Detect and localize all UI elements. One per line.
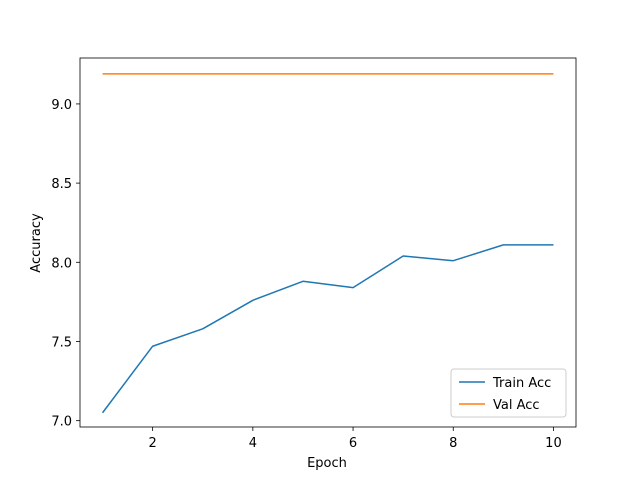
x-tick-label: 4: [249, 436, 257, 451]
y-tick-label: 9.0: [51, 98, 72, 113]
y-tick-label: 8.5: [51, 177, 72, 192]
axis-ticks: 2 4 6 8 10 7.0 7.5 8.0 8.5 9.0: [51, 98, 561, 451]
x-tick-label: 10: [545, 436, 562, 451]
plot-area: [79, 57, 577, 428]
legend-label-1: Train Acc: [492, 376, 551, 391]
series-line-1: [101, 244, 554, 414]
legend: Train Acc Val Acc: [450, 368, 567, 418]
x-tick-label: 8: [449, 436, 457, 451]
x-tick-label: 2: [149, 436, 157, 451]
axes-frame: [79, 57, 577, 428]
y-tick-label: 7.0: [51, 415, 72, 430]
legend-label-2: Val Acc: [493, 398, 540, 413]
x-axis-label: Epoch: [307, 456, 347, 471]
y-axis-label: Accuracy: [29, 213, 44, 273]
x-tick-label: 6: [349, 436, 357, 451]
y-tick-label: 7.5: [51, 335, 72, 350]
y-tick-label: 8.0: [51, 256, 72, 271]
legend-box: [450, 368, 567, 418]
